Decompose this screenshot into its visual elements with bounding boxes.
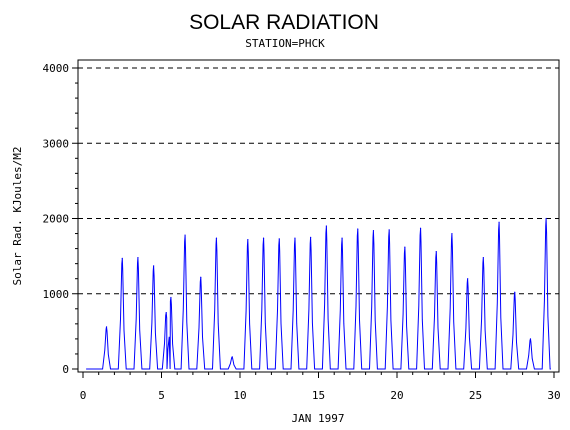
daily-peak-point	[545, 217, 547, 220]
daily-peak-point	[310, 236, 312, 238]
series-layer	[86, 217, 551, 370]
daily-peak-point	[200, 276, 202, 278]
chart-title: SOLAR RADIATION	[189, 11, 379, 34]
plot-frame	[77, 59, 560, 373]
y-tick-label: 3000	[43, 137, 70, 150]
daily-peak-point	[215, 237, 218, 239]
y-axis-label: Solar Rad. KJoules/M2	[11, 146, 24, 285]
daily-peak-point	[357, 228, 359, 230]
daily-peak-point	[294, 237, 296, 239]
x-tick-label: 5	[158, 389, 165, 402]
x-tick-label: 0	[80, 389, 87, 402]
y-tick-label: 1000	[43, 288, 70, 301]
daily-peak-point	[388, 229, 390, 231]
daily-peak-point	[247, 238, 249, 241]
daily-peak-point	[278, 238, 280, 240]
daily-peak-point	[121, 257, 123, 259]
daily-peak-point	[170, 296, 172, 299]
grid-lines	[78, 67, 559, 295]
daily-peak-point	[153, 265, 155, 267]
daily-peak-point	[105, 326, 108, 328]
x-tick-label: 25	[469, 389, 482, 402]
daily-peak-point	[529, 338, 532, 340]
daily-peak-point	[341, 237, 343, 239]
x-tick-label: 20	[390, 389, 403, 402]
y-tick-label: 4000	[43, 62, 70, 75]
daily-peak-point	[419, 227, 422, 229]
daily-peak-point	[184, 234, 186, 236]
daily-peak-point	[165, 311, 167, 314]
daily-peak-point	[498, 221, 500, 223]
x-tick-label: 15	[312, 389, 325, 402]
daily-peak-point	[325, 225, 327, 227]
axis-ticks: 0 1000 2000 3000 4000 0 5 10 15 20 25 30	[43, 62, 561, 402]
daily-peak-point	[231, 356, 233, 358]
daily-peak-point	[482, 257, 484, 259]
daily-peak-point	[372, 229, 375, 232]
daily-peak-point	[451, 232, 453, 235]
y-tick-label: 2000	[43, 213, 70, 226]
x-tick-label: 30	[547, 389, 560, 402]
daily-peak-point	[514, 291, 516, 293]
daily-peak-point	[262, 237, 265, 239]
x-tick-label: 10	[233, 389, 246, 402]
chart-subtitle: STATION=PHCK	[245, 37, 325, 50]
daily-peak-point	[467, 278, 469, 280]
y-tick-label: 0	[62, 363, 69, 376]
daily-peak-point	[435, 251, 437, 253]
daily-peak-point	[137, 257, 139, 259]
daily-peak-point	[404, 246, 406, 248]
x-axis-label: JAN 1997	[292, 412, 345, 425]
series-line	[86, 218, 551, 370]
